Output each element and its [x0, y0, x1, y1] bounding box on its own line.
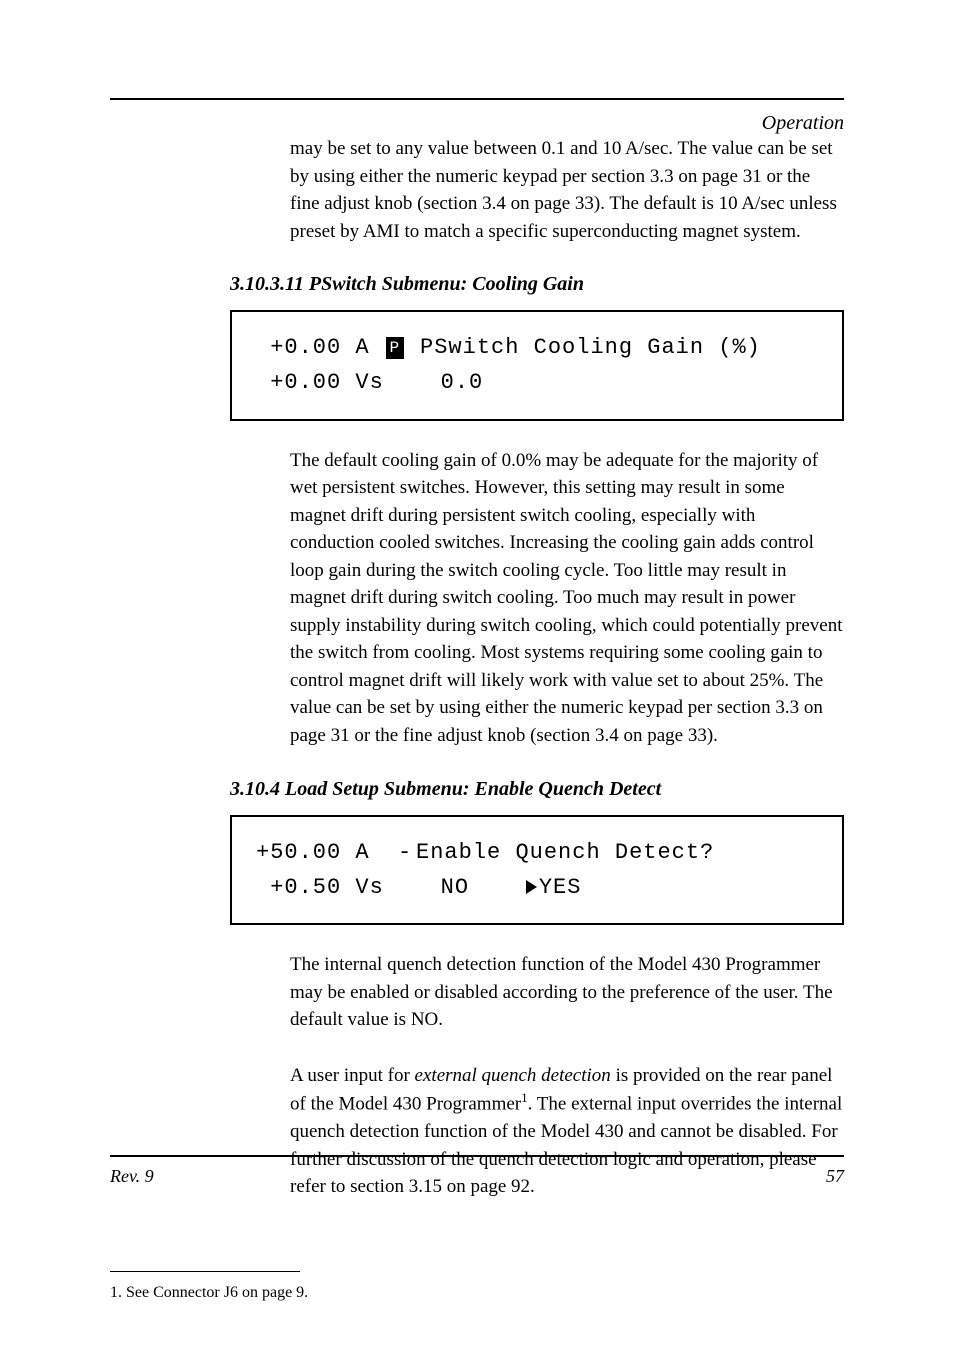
lcd-row-1: +0.00 A P PSwitch Cooling Gain (%)	[256, 330, 818, 365]
lcd-display-cooling-gain: +0.00 A P PSwitch Cooling Gain (%) +0.00…	[230, 310, 844, 420]
footnote-text: 1. See Connector J6 on page 9.	[110, 1282, 844, 1304]
section-heading-cooling-gain: 3.10.3.11 PSwitch Submenu: Cooling Gain	[230, 273, 844, 296]
section-heading-quench-detect: 3.10.4 Load Setup Submenu: Enable Quench…	[230, 778, 844, 801]
lcd-display-quench-detect: +50.00 A - Enable Quench Detect? +0.50 V…	[230, 815, 844, 925]
footer-page-number: 57	[826, 1166, 844, 1187]
lcd-current-reading: +0.00 A	[256, 330, 384, 365]
lcd-voltage-and-no-option: +0.50 Vs NO	[256, 870, 526, 905]
paragraph-ramprate-continued: may be set to any value between 0.1 and …	[290, 135, 844, 245]
lcd-yes-option: YES	[539, 870, 582, 905]
page-footer: Rev. 9 57	[110, 1166, 844, 1187]
paragraph-quench-detect-intro: The internal quench detection function o…	[290, 951, 844, 1034]
dash-icon: -	[384, 835, 402, 870]
lcd-row-2: +0.50 Vs NO YES	[256, 870, 818, 905]
text-fragment: A user input for	[290, 1065, 415, 1086]
lcd-current-reading: +50.00 A	[256, 835, 384, 870]
footer-revision: Rev. 9	[110, 1166, 154, 1187]
lcd-menu-label: PSwitch Cooling Gain (%)	[406, 330, 761, 365]
lcd-row-2: +0.00 Vs 0.0	[256, 365, 818, 400]
footer-rule	[110, 1155, 844, 1157]
lcd-voltage-reading: +0.00 Vs 0.0	[256, 365, 483, 400]
footnote-rule	[110, 1271, 300, 1272]
cursor-triangle-icon	[526, 880, 537, 894]
text-italic-external-quench: external quench detection	[415, 1065, 611, 1086]
header-rule	[110, 80, 844, 100]
header-section-title: Operation	[110, 112, 844, 135]
persistent-mode-icon: P	[386, 337, 404, 359]
paragraph-cooling-gain: The default cooling gain of 0.0% may be …	[290, 447, 844, 750]
lcd-row-1: +50.00 A - Enable Quench Detect?	[256, 835, 818, 870]
lcd-menu-label: Enable Quench Detect?	[402, 835, 714, 870]
